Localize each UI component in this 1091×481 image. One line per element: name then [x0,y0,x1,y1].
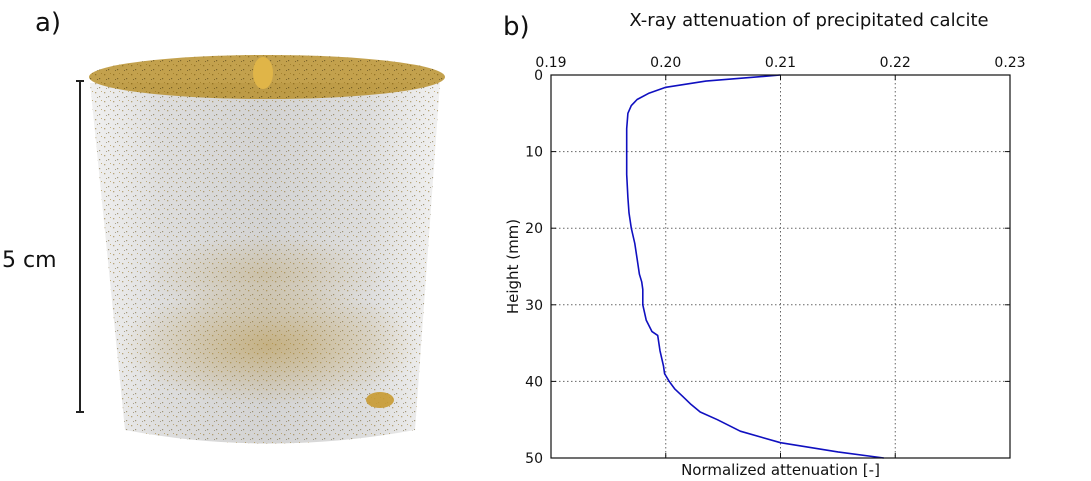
lower-precipitate-band [120,285,420,405]
attenuation-profile-line [625,74,884,459]
panel-b-label: b) [503,12,530,42]
x-axis-title: Normalized attenuation [-] [681,461,880,479]
x-tick-label: 0.23 [994,55,1025,71]
y-tick-label: 10 [525,145,543,161]
scale-bar-top-tick [76,80,84,82]
y-tick-label: 20 [525,221,543,237]
chart-title: X-ray attenuation of precipitated calcit… [629,10,988,31]
chart-ticks: 0.19 0.20 0.21 0.22 0.23 0 10 20 30 40 50 [525,55,1025,467]
top-crust-highlight [253,57,273,89]
scale-bar [79,81,81,412]
x-tick-label: 0.19 [535,55,566,71]
middle-precipitate-band [145,235,385,315]
y-axis-title: Height (mm) [504,219,522,314]
y-tick-label: 0 [534,68,543,84]
x-tick-label: 0.20 [650,55,681,71]
y-tick-label: 40 [525,374,543,390]
chart-grid [550,74,1011,459]
x-tick-label: 0.22 [880,55,911,71]
y-tick-label: 50 [525,451,543,467]
calcite-specimen-render [89,55,445,444]
scale-bar-bottom-tick [76,411,84,413]
bottom-precipitate-cluster [366,392,394,408]
chart-series-layer [625,74,884,459]
y-tick-label: 30 [525,298,543,314]
panel-a-label: a) [35,8,62,38]
x-tick-label: 0.21 [765,55,796,71]
scale-label: 5 cm [2,248,57,273]
